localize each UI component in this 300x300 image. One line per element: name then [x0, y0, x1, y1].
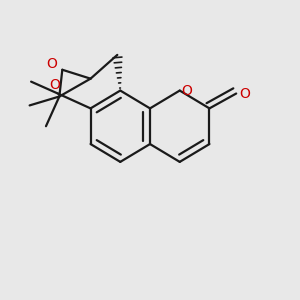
Text: O: O	[46, 57, 57, 71]
Text: O: O	[240, 86, 250, 100]
Text: O: O	[182, 84, 193, 98]
Text: O: O	[50, 78, 60, 92]
